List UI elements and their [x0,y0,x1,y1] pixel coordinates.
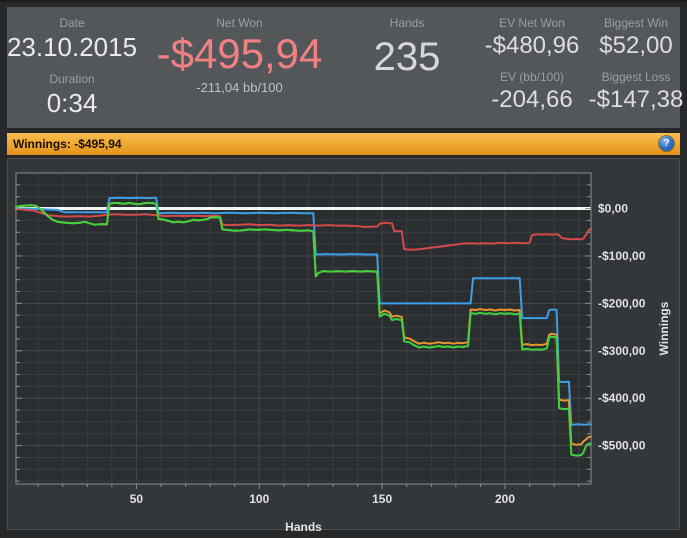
hands-value: 235 [373,35,441,79]
x-tick-label: 150 [372,492,392,506]
biggest-loss-value: -$147,38 [588,86,684,113]
ev-net-won-label: EV Net Won [499,16,565,30]
ev-bb100-label: EV (bb/100) [499,70,565,84]
winnings-section-bar[interactable]: Winnings: -$495,94 ? [7,133,680,155]
y-tick-label: -$200,00 [598,296,646,310]
stat-col-date-duration: Date 23.10.2015 Duration 0:34 [7,7,137,128]
winnings-section-title: Winnings: -$495,94 [13,137,122,151]
series-red-line [15,207,592,251]
winnings-chart-panel: 50 100 150 200 $0,00 -$100,00 -$200,00 -$300,00… [7,158,680,531]
net-won-value: -$495,94 [156,30,323,77]
y-tick-label: -$400,00 [598,391,646,405]
date-value: 23.10.2015 [6,32,138,62]
biggest-win-label: Biggest Win [603,16,669,30]
x-axis-title: Hands [285,520,322,531]
net-won-bb100: -211,04 bb/100 [196,80,283,95]
hands-label: Hands [389,16,425,30]
stat-col-net-won: Net Won -$495,94 -211,04 bb/100 [137,7,342,128]
x-tick-label: 50 [130,492,144,506]
ev-bb100-value: -204,66 [491,86,573,113]
y-tick-label: $0,00 [598,202,628,216]
series-green-line [15,201,592,457]
y-tick-label: -$100,00 [598,249,646,263]
x-tick-label: 200 [495,492,515,506]
y-axis-title: Winnings [657,301,671,355]
axis-ticks [16,184,591,489]
series-blue-line [15,196,592,426]
duration-label: Duration [49,72,95,86]
y-tick-label: -$300,00 [598,344,646,358]
duration-value: 0:34 [46,88,98,118]
biggest-win-value: $52,00 [599,32,673,59]
stat-col-biggest: Biggest Win $52,00 Biggest Loss -$147,38 [589,7,684,128]
ev-net-won-value: -$480,96 [484,32,580,59]
date-label: Date [59,16,85,30]
winnings-chart: 50 100 150 200 $0,00 -$100,00 -$200,00 -$300,00… [15,172,671,531]
plot-border [15,172,592,485]
x-tick-label: 100 [249,492,269,506]
net-won-label: Net Won [216,16,263,30]
stat-col-hands: Hands 235 [342,7,472,128]
biggest-loss-label: Biggest Loss [601,70,671,84]
y-tick-label: -$500,00 [598,439,646,453]
stat-col-ev: EV Net Won -$480,96 EV (bb/100) -204,66 [472,7,592,128]
session-stats-header: Date 23.10.2015 Duration 0:34 Net Won -$… [7,7,684,128]
help-icon[interactable]: ? [659,136,674,151]
